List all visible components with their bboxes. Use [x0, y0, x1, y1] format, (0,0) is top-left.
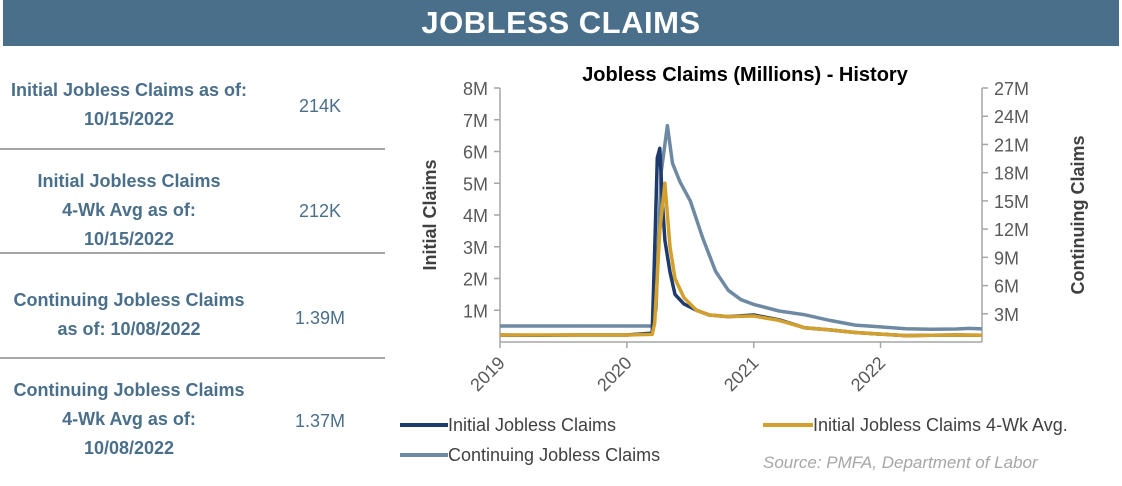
y2-tick-label: 12M — [994, 220, 1029, 240]
chart-container: Jobless Claims (Millions) - History Init… — [400, 55, 1122, 481]
stat-value-continuing: 1.39M — [294, 308, 346, 328]
divider — [0, 357, 385, 359]
stat-label-line: 4-Wk Avg as of: — [62, 200, 196, 220]
divider — [0, 252, 385, 254]
y2-tick-label: 15M — [994, 192, 1029, 212]
y2-tick-label: 21M — [994, 135, 1029, 155]
x-tick-label: 2022 — [847, 353, 889, 395]
divider — [0, 148, 385, 150]
y-tick-label: 4M — [463, 206, 488, 226]
y2-tick-label: 9M — [994, 248, 1019, 268]
y-tick-label: 6M — [463, 143, 488, 163]
page-title: JOBLESS CLAIMS — [421, 5, 701, 40]
series-line-avg — [500, 181, 983, 338]
x-tick-label: 2020 — [593, 353, 635, 395]
jobless-claims-chart: Jobless Claims (Millions) - History Init… — [400, 64, 1088, 465]
stat-value-initial: 214K — [298, 96, 342, 116]
y2-tick-label: 6M — [994, 277, 1019, 297]
source-note: Source: PMFA, Department of Labor — [763, 453, 1038, 472]
y-tick-label: 5M — [463, 174, 488, 194]
y-tick-label: 7M — [463, 111, 488, 131]
legend-label-avg: Initial Jobless Claims 4-Wk Avg. — [813, 415, 1068, 435]
stat-label-line: Continuing Jobless Claims — [13, 290, 245, 310]
series-line-continuing — [500, 123, 983, 332]
header-bar: JOBLESS CLAIMS — [3, 0, 1119, 46]
y2-axis-label: Continuing Claims — [1068, 136, 1088, 295]
y2-tick-label: 27M — [994, 79, 1029, 99]
y-tick-label: 2M — [463, 270, 488, 290]
stat-label-initial: Initial Jobless Claims as of: 10/15/2022 — [0, 76, 258, 134]
y-axis-label: Initial Claims — [420, 159, 440, 270]
y-tick-label: 8M — [463, 79, 488, 99]
stat-label-line: Initial Jobless Claims as of: — [10, 80, 248, 100]
stat-value-continuing-avg: 1.37M — [294, 411, 346, 431]
y-tick-label: 1M — [463, 301, 488, 321]
stat-label-line: 4-Wk Avg as of: — [62, 409, 196, 429]
chart-title: Jobless Claims (Millions) - History — [582, 64, 909, 86]
stat-label-line: 10/15/2022 — [83, 109, 175, 129]
stat-label-continuing: Continuing Jobless Claims as of: 10/08/2… — [0, 286, 258, 344]
y2-tick-label: 24M — [994, 107, 1029, 127]
stat-label-continuing-avg: Continuing Jobless Claims 4-Wk Avg as of… — [0, 376, 258, 463]
stat-label-line: as of: 10/08/2022 — [57, 319, 201, 339]
x-tick-label: 2019 — [466, 353, 508, 395]
x-tick-label: 2021 — [720, 353, 762, 395]
stat-label-line: 10/08/2022 — [83, 438, 175, 458]
y2-tick-label: 3M — [994, 305, 1019, 325]
legend-label-initial: Initial Jobless Claims — [448, 415, 616, 435]
stat-value-initial-avg: 212K — [298, 201, 342, 221]
y-tick-label: 3M — [463, 238, 488, 258]
series-line-initial — [499, 146, 983, 338]
stat-label-line: Continuing Jobless Claims — [13, 380, 245, 400]
stat-label-line: Initial Jobless Claims — [37, 171, 221, 191]
legend-label-continuing: Continuing Jobless Claims — [448, 445, 660, 465]
stat-label-initial-avg: Initial Jobless Claims 4-Wk Avg as of: 1… — [0, 167, 258, 254]
stat-label-line: 10/15/2022 — [83, 229, 175, 249]
y2-tick-label: 18M — [994, 164, 1029, 184]
